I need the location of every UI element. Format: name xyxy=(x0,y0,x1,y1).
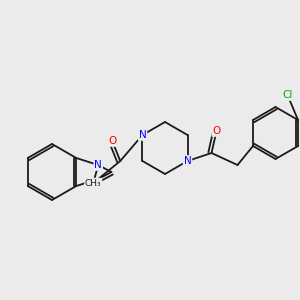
Text: N: N xyxy=(184,156,191,166)
Text: O: O xyxy=(108,136,116,146)
Text: Cl: Cl xyxy=(282,90,293,100)
Text: N: N xyxy=(94,160,102,170)
Text: O: O xyxy=(212,126,220,136)
Text: CH₃: CH₃ xyxy=(85,178,102,188)
Text: N: N xyxy=(139,130,146,140)
